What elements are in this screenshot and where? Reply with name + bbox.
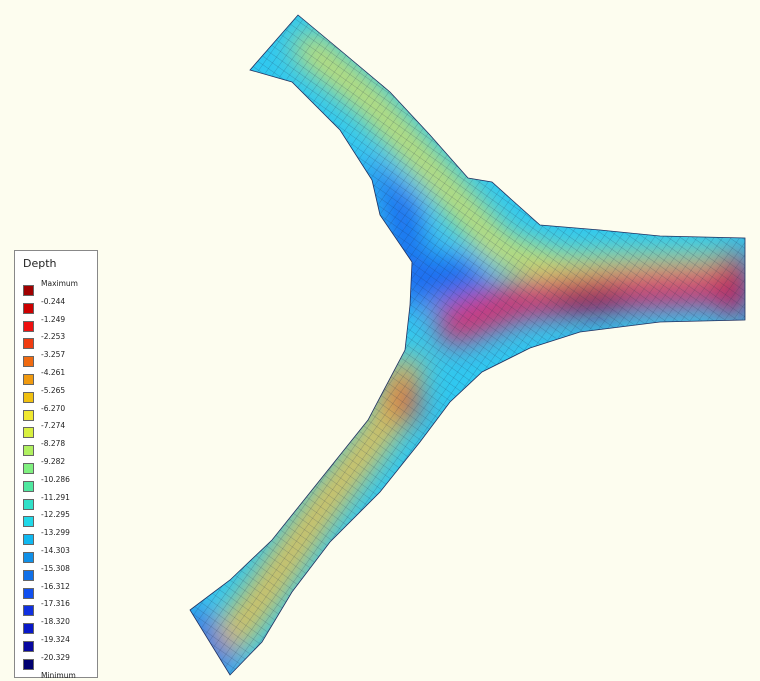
legend-label: -4.261 [41, 368, 65, 377]
legend-label: -1.249 [41, 315, 65, 324]
legend-label: -20.329 [41, 653, 70, 662]
legend-swatch [23, 481, 34, 492]
legend-label: -8.278 [41, 439, 65, 448]
legend-label: -10.286 [41, 475, 70, 484]
legend-swatch [23, 570, 34, 581]
legend-label: -2.253 [41, 332, 65, 341]
legend-swatch [23, 463, 34, 474]
legend: Depth Maximum -0.244 -1.249 -2.253 -3.257 -4.… [14, 250, 98, 678]
legend-label: -0.244 [41, 297, 65, 306]
legend-label: -15.308 [41, 564, 70, 573]
legend-swatch [23, 374, 34, 385]
legend-label: -12.295 [41, 510, 70, 519]
legend-swatch [23, 552, 34, 563]
mesh-view [0, 0, 760, 681]
legend-swatch [23, 499, 34, 510]
legend-label: -17.316 [41, 599, 70, 608]
legend-label: -9.282 [41, 457, 65, 466]
legend-label: -18.320 [41, 617, 70, 626]
legend-swatch [23, 321, 34, 332]
legend-swatch [23, 516, 34, 527]
legend-label: -7.274 [41, 421, 65, 430]
legend-swatch [23, 534, 34, 545]
legend-swatch [23, 445, 34, 456]
legend-swatch [23, 641, 34, 652]
legend-label: -3.257 [41, 350, 65, 359]
legend-swatch [23, 356, 34, 367]
legend-swatch [23, 588, 34, 599]
legend-label: -19.324 [41, 635, 70, 644]
legend-swatch [23, 623, 34, 634]
legend-title: Depth [23, 257, 57, 270]
legend-label: -5.265 [41, 386, 65, 395]
legend-label: -11.291 [41, 493, 70, 502]
depth-field [0, 0, 760, 681]
legend-swatch [23, 338, 34, 349]
legend-swatch [23, 605, 34, 616]
legend-swatch [23, 427, 34, 438]
legend-label: -16.312 [41, 582, 70, 591]
legend-label: Maximum [41, 279, 78, 288]
legend-label: -13.299 [41, 528, 70, 537]
legend-swatch [23, 285, 34, 296]
legend-label: Minimum [41, 671, 76, 680]
page: Depth Maximum -0.244 -1.249 -2.253 -3.257 -4.… [0, 0, 760, 681]
legend-label: -6.270 [41, 404, 65, 413]
legend-swatch [23, 410, 34, 421]
legend-label: -14.303 [41, 546, 70, 555]
legend-swatch [23, 303, 34, 314]
legend-swatch [23, 659, 34, 670]
legend-swatch [23, 392, 34, 403]
